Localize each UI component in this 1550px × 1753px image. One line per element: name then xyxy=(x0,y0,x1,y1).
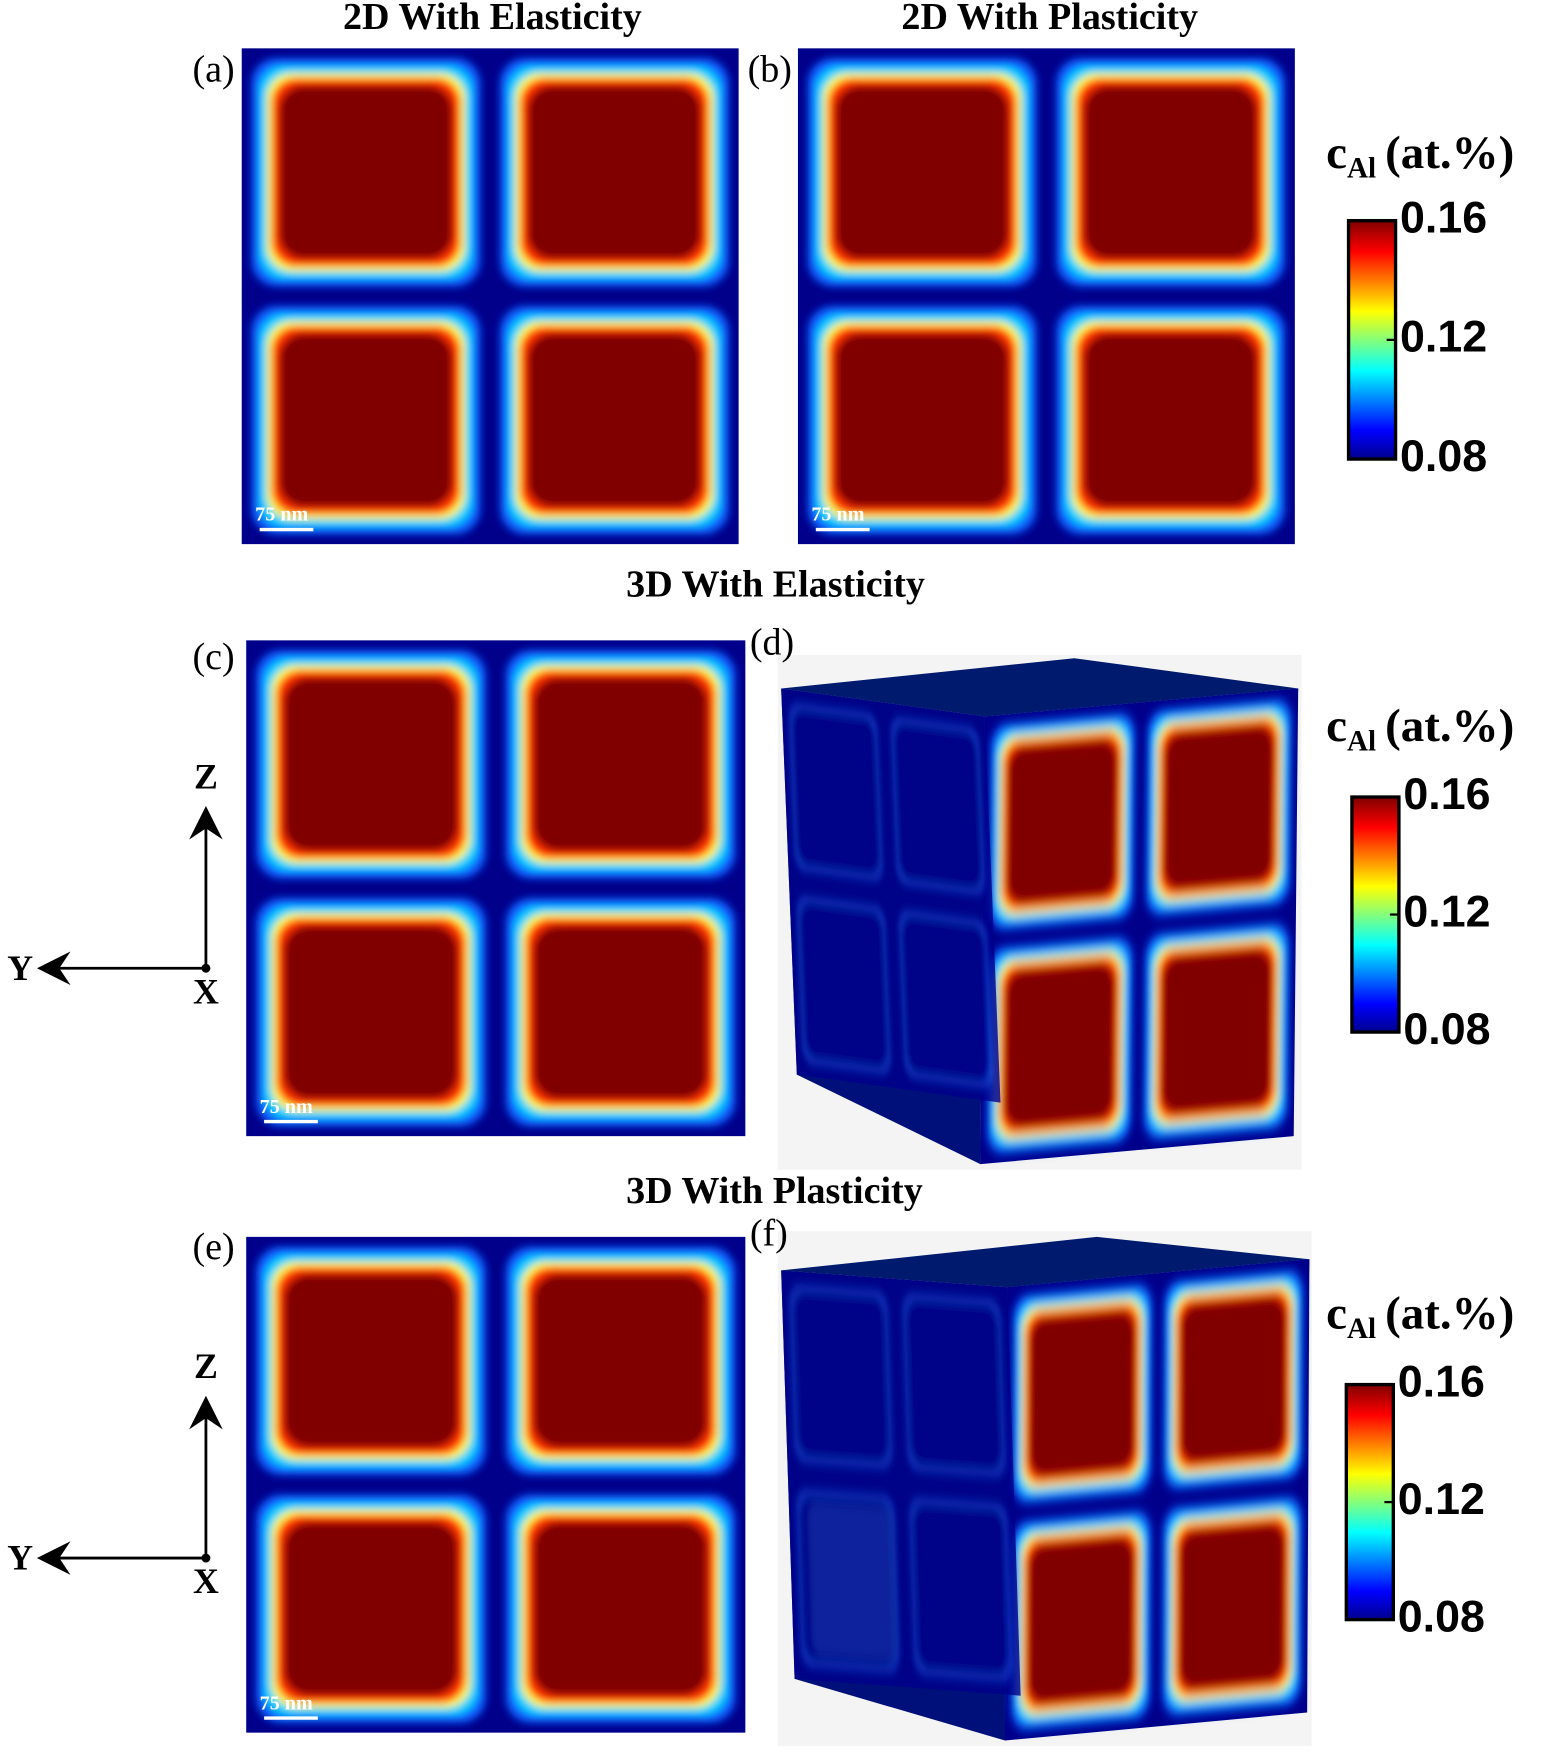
unit: (at.%) xyxy=(1385,700,1514,752)
unit: (at.%) xyxy=(1385,1287,1514,1339)
colorbar-tick-label: 0.16 xyxy=(1403,769,1490,819)
panel-title: 3D With Plasticity xyxy=(626,1170,923,1212)
precipitate-layer xyxy=(279,85,453,260)
precipitate-layer xyxy=(1083,85,1258,260)
front-face xyxy=(1004,1259,1310,1741)
precipitate-layer xyxy=(527,333,702,507)
precipitates xyxy=(788,702,994,1089)
scale-bar-label: 75 nm xyxy=(260,1692,313,1714)
scale-bar-label: 75 nm xyxy=(811,504,864,526)
subscript: Al xyxy=(1347,725,1376,757)
precipitates xyxy=(256,650,736,1127)
precipitate-layer xyxy=(913,1505,1009,1674)
precipitate-layer xyxy=(894,724,981,888)
precipitates xyxy=(986,699,1292,1154)
x-label: X xyxy=(193,971,219,1011)
colorbar-title: cAl (at.%) xyxy=(1326,1287,1514,1344)
precipitate-layer xyxy=(283,1521,459,1696)
colorbar-tick-label: 0.08 xyxy=(1400,431,1487,481)
precipitate-layer xyxy=(1004,963,1116,1128)
panel-title: 2D With Plasticity xyxy=(901,0,1198,38)
precipitate-layer xyxy=(1027,1537,1135,1704)
precipitate-layer xyxy=(902,917,989,1081)
colorbar xyxy=(1350,795,1401,1034)
precipitate-layer xyxy=(1083,333,1258,507)
panel-label: (a) xyxy=(192,49,234,91)
panel-label: (c) xyxy=(192,636,234,678)
left-face xyxy=(781,1270,1021,1696)
images xyxy=(36,48,1401,1747)
precipitate-layer xyxy=(283,677,459,852)
colorbar-tick-label: 0.08 xyxy=(1403,1004,1490,1054)
precipitate-layer xyxy=(1179,1523,1286,1690)
colorbar-tick-label: 0.12 xyxy=(1400,312,1487,362)
symbol: c xyxy=(1326,1287,1347,1339)
scale-bar-label: 75 nm xyxy=(255,504,308,526)
panel-label: (d) xyxy=(750,622,794,664)
precipitate-layer xyxy=(283,1274,459,1448)
panel-label: (b) xyxy=(748,49,792,91)
y-label: Y xyxy=(7,948,33,988)
colorbar-tick-label: 0.08 xyxy=(1398,1591,1485,1641)
precipitate-layer xyxy=(1161,949,1272,1114)
precipitates xyxy=(1011,1270,1304,1730)
z-label: Z xyxy=(194,1346,218,1386)
precipitate-layer xyxy=(793,1292,889,1461)
precipitate-layer xyxy=(533,925,708,1099)
symbol: c xyxy=(1326,700,1347,752)
origin xyxy=(201,963,211,973)
colorbar-tick-label: 0.16 xyxy=(1398,1356,1485,1406)
cube-top xyxy=(781,658,1299,717)
scale-bar-label: 75 nm xyxy=(260,1096,313,1118)
precipitate-layer xyxy=(835,85,1010,260)
colorbar-title: cAl (at.%) xyxy=(1326,127,1514,184)
left-face xyxy=(781,688,1001,1103)
precipitate-layer xyxy=(1029,1310,1136,1477)
faint-precipitate xyxy=(807,1501,898,1662)
origin xyxy=(201,1553,211,1563)
y-label: Y xyxy=(7,1538,33,1578)
precipitate-layer xyxy=(279,333,453,507)
precipitates xyxy=(256,1246,736,1723)
precipitates xyxy=(807,58,1285,535)
precipitate-layer xyxy=(283,925,459,1099)
precipitates xyxy=(251,58,729,535)
panel-title: 3D With Elasticity xyxy=(626,563,925,605)
subscript: Al xyxy=(1347,152,1376,184)
x-label: X xyxy=(193,1561,219,1601)
precipitate-layer xyxy=(835,333,1010,507)
unit: (at.%) xyxy=(1385,127,1514,179)
precipitate-layer xyxy=(792,710,880,874)
precipitate-layer xyxy=(533,1521,708,1696)
precipitate-layer xyxy=(1163,725,1275,890)
precipitate-layer xyxy=(1006,739,1118,904)
precipitate-layer xyxy=(906,1300,1002,1470)
labels: 2D With Elasticity 2D With Plasticity 3D W… xyxy=(7,0,1514,1714)
precipitate-layer xyxy=(527,85,702,260)
cube-top xyxy=(781,1236,1310,1288)
precipitate-layer xyxy=(533,1274,708,1448)
colorbar-tick-label: 0.16 xyxy=(1400,193,1487,243)
precipitate-layer xyxy=(800,903,887,1067)
subscript: Al xyxy=(1347,1313,1376,1345)
precipitate-layer xyxy=(533,677,708,852)
panel-label: (f) xyxy=(750,1213,788,1255)
precipitate-layer xyxy=(1180,1296,1287,1463)
symbol: c xyxy=(1326,127,1347,179)
colorbar-tick-label: 0.12 xyxy=(1398,1474,1485,1524)
front-face xyxy=(980,688,1299,1165)
panel-label: (e) xyxy=(192,1226,234,1268)
colorbar-title: cAl (at.%) xyxy=(1326,700,1514,757)
z-label: Z xyxy=(194,756,218,796)
panel-title: 2D With Elasticity xyxy=(343,0,642,38)
colorbar-tick-label: 0.12 xyxy=(1403,886,1490,936)
